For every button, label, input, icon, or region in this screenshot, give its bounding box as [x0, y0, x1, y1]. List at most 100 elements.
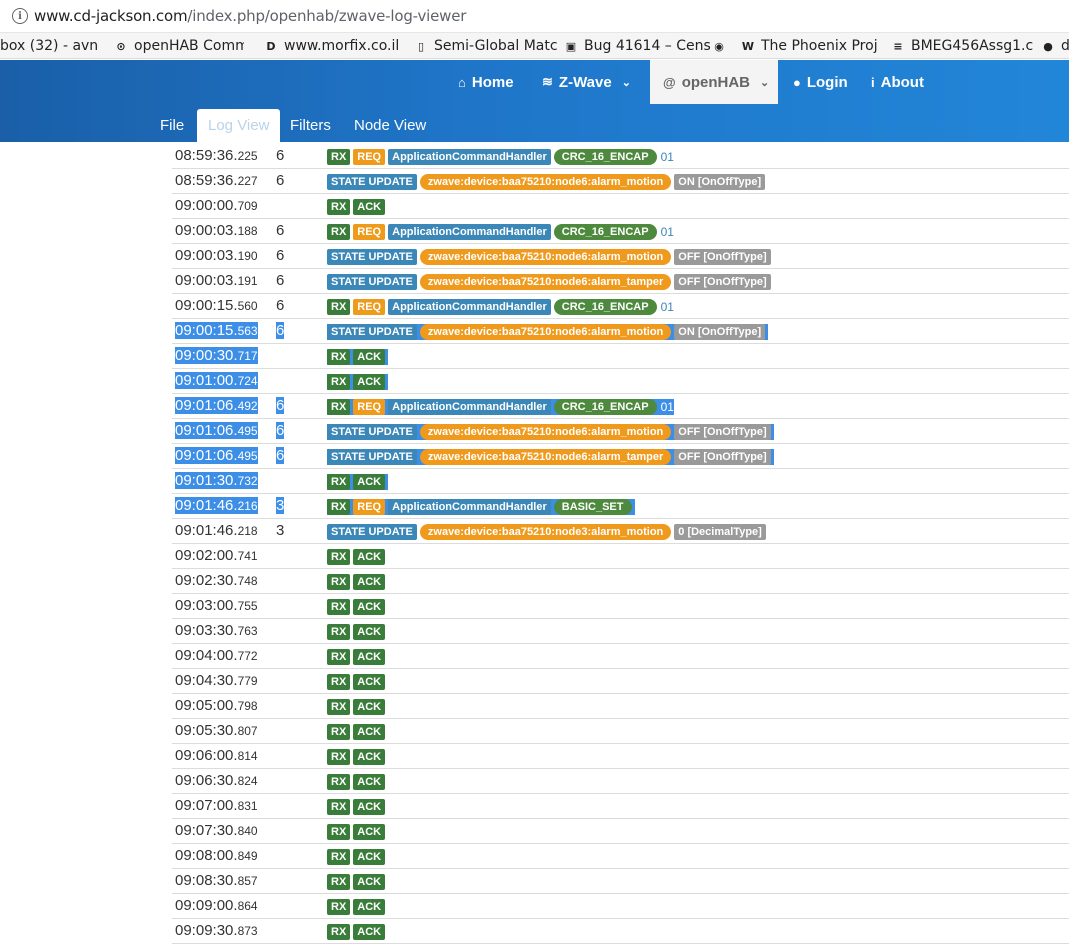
log-timestamp: 09:08:00.849 — [175, 847, 258, 864]
bookmark-item[interactable]: ≡ BMEG456Assg1.c — [890, 33, 1033, 58]
log-timestamp: 09:07:00.831 — [175, 797, 258, 814]
nav-openhab-label: openHAB — [681, 73, 751, 91]
log-row[interactable]: 09:01:06.492 6 RX REQ ApplicationCommandHand… — [172, 394, 1069, 419]
bookmark-item[interactable]: ◉ — [711, 33, 732, 58]
log-node-id: 6 — [276, 397, 285, 414]
log-row[interactable]: 09:09:00.864 RX ACK — [172, 894, 1069, 919]
info-icon[interactable]: i — [12, 8, 28, 24]
tab-filters[interactable]: Filters — [290, 117, 331, 134]
log-payload: 01 — [660, 225, 674, 239]
log-tag-rx: RX — [327, 749, 351, 765]
log-row[interactable]: 09:09:30.873 RX ACK — [172, 919, 1069, 944]
log-row[interactable]: 08:59:36.225 6 RX REQ ApplicationCommandHand… — [172, 144, 1069, 169]
bookmark-item[interactable]: box (32) - avner — [0, 33, 99, 58]
log-timestamp: 09:01:06.495 — [175, 422, 258, 439]
log-tag-state: STATE UPDATE — [327, 274, 417, 290]
log-row[interactable]: 09:01:06.495 6 STATE UPDATE zwave:device:ba… — [172, 444, 1069, 469]
log-timestamp: 09:03:00.755 — [175, 597, 258, 614]
log-tags: RX ACK — [327, 349, 389, 365]
tab-node-view[interactable]: Node View — [354, 117, 427, 134]
log-list: 08:59:36.225 6 RX REQ ApplicationCommandHand… — [172, 144, 1069, 944]
log-timestamp: 09:05:30.807 — [175, 722, 258, 739]
log-row[interactable]: 09:02:30.748 RX ACK — [172, 569, 1069, 594]
nav-login[interactable]: ● Login — [793, 60, 848, 104]
log-row[interactable]: 09:00:15.563 6 STATE UPDATE zwave:device:ba… — [172, 319, 1069, 344]
log-row[interactable]: 09:00:30.717 RX ACK — [172, 344, 1069, 369]
log-row[interactable]: 09:01:00.724 RX ACK — [172, 369, 1069, 394]
log-tag-crc: CRC_16_ENCAP — [553, 299, 657, 315]
log-payload: 01 — [660, 400, 674, 414]
log-row[interactable]: 09:05:00.798 RX ACK — [172, 694, 1069, 719]
log-row[interactable]: 09:07:30.840 RX ACK — [172, 819, 1069, 844]
log-row[interactable]: 09:01:46.216 3 RX REQ ApplicationCommandHand… — [172, 494, 1069, 519]
log-row[interactable]: 09:02:00.741 RX ACK — [172, 544, 1069, 569]
log-tag-val: 0 [DecimalType] — [674, 524, 766, 540]
wifi-icon: ≋ — [542, 74, 553, 89]
user-icon: ● — [793, 74, 801, 90]
nav-about[interactable]: i About — [871, 60, 924, 104]
bookmark-label: Semi-Global Matc — [434, 38, 558, 54]
log-tags: RX REQ ApplicationCommandHandler BASIC_SET — [327, 499, 635, 515]
log-row[interactable]: 09:07:00.831 RX ACK — [172, 794, 1069, 819]
log-row[interactable]: 08:59:36.227 6 STATE UPDATE zwave:device:ba… — [172, 169, 1069, 194]
log-timestamp: 09:00:00.709 — [175, 197, 258, 214]
nav-openhab[interactable]: @ openHAB ⌄ — [650, 60, 778, 104]
log-tags: RX REQ ApplicationCommandHandler CRC_16_ENC… — [327, 149, 674, 165]
bookmark-item[interactable]: ●d — [1040, 33, 1069, 58]
log-tags: RX ACK — [327, 549, 388, 565]
bookmark-item[interactable]: ▯ Semi-Global Matc — [413, 33, 558, 58]
address-bar[interactable]: i www.cd-jackson.com/index.php/openhab/z… — [0, 0, 1069, 33]
log-row[interactable]: 09:08:30.857 RX ACK — [172, 869, 1069, 894]
log-row[interactable]: 09:00:03.191 6 STATE UPDATE zwave:device:ba… — [172, 269, 1069, 294]
log-tag-ack: ACK — [353, 674, 386, 690]
tab-file[interactable]: File — [160, 117, 185, 134]
log-tag-crc: CRC_16_ENCAP — [553, 224, 657, 240]
log-row[interactable]: 09:00:00.709 RX ACK — [172, 194, 1069, 219]
log-tag-ack: ACK — [353, 899, 386, 915]
log-tag-rx: RX — [327, 624, 351, 640]
log-payload: 01 — [660, 150, 674, 164]
log-node-id: 6 — [276, 422, 285, 439]
log-row[interactable]: 09:03:30.763 RX ACK — [172, 619, 1069, 644]
log-tag-val: ON [OnOffType] — [674, 324, 766, 340]
log-row[interactable]: 09:03:00.755 RX ACK — [172, 594, 1069, 619]
nav-zwave[interactable]: ≋ Z-Wave ⌄ — [542, 60, 631, 104]
tab-log-view[interactable]: Log View — [197, 109, 281, 142]
log-timestamp: 09:00:15.560 — [175, 297, 258, 314]
log-timestamp: 09:01:06.492 — [175, 397, 258, 414]
log-row[interactable]: 09:00:15.560 6 RX REQ ApplicationCommandHand… — [172, 294, 1069, 319]
log-tags: RX ACK — [327, 849, 388, 865]
bookmark-item[interactable]: ▣ Bug 41614 – Cens — [563, 33, 711, 58]
bookmark-item[interactable]: W The Phoenix Proj — [740, 33, 878, 58]
url-field[interactable]: www.cd-jackson.com/index.php/openhab/zwa… — [34, 7, 466, 25]
log-node-id: 6 — [276, 322, 285, 339]
log-row[interactable]: 09:08:00.849 RX ACK — [172, 844, 1069, 869]
log-tag-ack: ACK — [353, 724, 386, 740]
log-tag-rx: RX — [327, 849, 351, 865]
log-node-id: 6 — [276, 272, 285, 289]
log-tag-rx: RX — [327, 774, 351, 790]
log-tag-val: OFF [OnOffType] — [674, 249, 771, 265]
log-row[interactable]: 09:06:00.814 RX ACK — [172, 744, 1069, 769]
log-tag-ack: ACK — [353, 349, 386, 365]
log-timestamp: 09:06:00.814 — [175, 747, 258, 764]
log-row[interactable]: 09:00:03.190 6 STATE UPDATE zwave:device:ba… — [172, 244, 1069, 269]
log-row[interactable]: 09:01:06.495 6 STATE UPDATE zwave:device:ba… — [172, 419, 1069, 444]
log-tag-rx: RX — [327, 574, 351, 590]
log-timestamp: 09:02:00.741 — [175, 547, 258, 564]
log-row[interactable]: 09:00:03.188 6 RX REQ ApplicationCommandHand… — [172, 219, 1069, 244]
log-row[interactable]: 09:06:30.824 RX ACK — [172, 769, 1069, 794]
bug-icon: ▣ — [565, 39, 577, 53]
log-tags: STATE UPDATE zwave:device:baa75210:node3:… — [327, 524, 769, 540]
log-row[interactable]: 09:01:30.732 RX ACK — [172, 469, 1069, 494]
log-timestamp: 09:09:00.864 — [175, 897, 258, 914]
log-tag-crc: CRC_16_ENCAP — [553, 399, 657, 415]
log-row[interactable]: 09:01:46.218 3 STATE UPDATE zwave:device:ba… — [172, 519, 1069, 544]
log-row[interactable]: 09:04:00.772 RX ACK — [172, 644, 1069, 669]
log-row[interactable]: 09:04:30.779 RX ACK — [172, 669, 1069, 694]
log-row[interactable]: 09:05:30.807 RX ACK — [172, 719, 1069, 744]
nav-home[interactable]: ⌂ Home — [458, 60, 514, 104]
log-tag-rx: RX — [327, 549, 351, 565]
bookmark-item[interactable]: ⊙ openHAB Comm — [113, 33, 244, 58]
